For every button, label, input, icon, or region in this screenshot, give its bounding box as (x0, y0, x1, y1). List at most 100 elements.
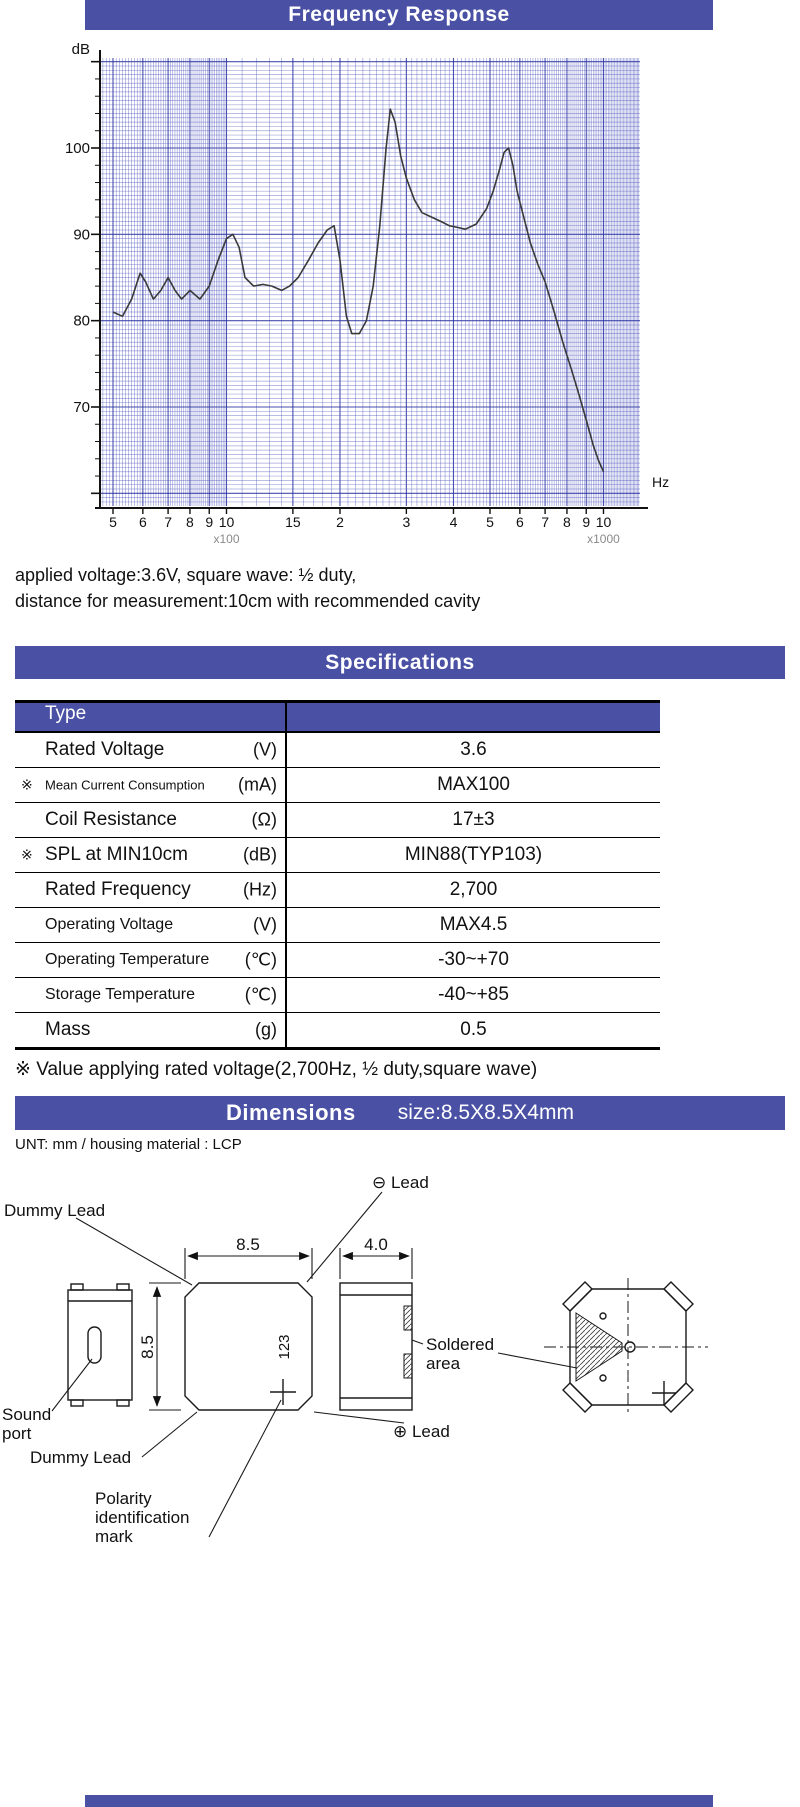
spec-param-cell: ※ SPL at MIN10cm (dB) (15, 838, 287, 872)
spec-param-value: 17±3 (452, 809, 495, 830)
y-tick-label: 90 (73, 226, 90, 243)
spec-param-unit: (mA) (238, 774, 277, 795)
spec-param-name: Storage Temperature (45, 986, 196, 1003)
dimensions-header: Dimensions size:8.5X8.5X4mm (15, 1096, 785, 1130)
frequency-response-curve (112, 108, 605, 473)
specifications-table: Type Rated Voltage (V) 3.6 ※ Mean Current Co… (15, 700, 660, 1050)
chart-grid (100, 58, 640, 506)
part-marking: 123 (276, 1334, 293, 1359)
dummy-lead-bottom-label: Dummy Lead (30, 1448, 131, 1467)
x-tick-label: 2 (336, 514, 344, 530)
spec-param-name: Mass (45, 1019, 91, 1040)
spec-type-header: Type (45, 703, 87, 724)
dimension-lines (149, 1248, 413, 1411)
test-conditions: applied voltage:3.6V, square wave: ½ dut… (15, 562, 480, 614)
x-tick-label: 9 (205, 514, 213, 530)
x-tick-label: 7 (541, 514, 549, 530)
spec-param-name: Rated Frequency (45, 879, 191, 900)
dimensions-note: UNT: mm / housing material : LCP (15, 1136, 242, 1153)
spec-param-cell: Operating Voltage (V) (15, 908, 287, 942)
spec-row: Mass (g) 0.5 (15, 1013, 660, 1047)
minus-lead-label: ⊖ Lead (372, 1173, 429, 1192)
spec-footnote: ※ Value applying rated voltage(2,700Hz, … (15, 1059, 538, 1080)
spec-table-header-row: Type (15, 703, 660, 733)
spec-param-cell: Operating Temperature (℃) (15, 943, 287, 977)
next-section-header (85, 1795, 713, 1807)
spec-param-cell: Coil Resistance (Ω) (15, 803, 287, 837)
bottom-view (544, 1278, 708, 1416)
x-tick-label: 15 (285, 514, 301, 530)
polarity-label-2: identification (95, 1508, 190, 1527)
spec-row: ※ SPL at MIN10cm (dB) MIN88(TYP103) (15, 838, 660, 873)
sound-port-shape (87, 1326, 102, 1364)
x-tick-label: 9 (582, 514, 590, 530)
spec-footnote-mark: ※ (21, 776, 33, 793)
frequency-response-title: Frequency Response (288, 3, 510, 26)
spec-param-name: Operating Temperature (45, 951, 210, 968)
plus-lead-label: ⊕ Lead (393, 1422, 450, 1441)
x-tick-label: 8 (563, 514, 571, 530)
polarity-mark-cross-bottom (652, 1381, 676, 1405)
x-tick-label: 5 (486, 514, 494, 530)
spec-param-name: Coil Resistance (45, 809, 177, 830)
spec-header-value-cell (287, 703, 660, 731)
spec-param-unit: (℃) (244, 984, 277, 1005)
dimensions-title: Dimensions (226, 1100, 356, 1125)
polarity-label-1: Polarity (95, 1489, 152, 1508)
spec-param-value: 0.5 (460, 1019, 487, 1040)
sound-port-label-1: Sound (2, 1405, 51, 1424)
spec-row: Operating Temperature (℃) -30~+70 (15, 943, 660, 978)
top-view-outline (184, 1282, 313, 1411)
x100-multiplier-label: x100 (213, 532, 239, 546)
side-view-front (67, 1283, 133, 1407)
spec-row: ※ Mean Current Consumption (mA) MAX100 (15, 768, 660, 803)
spec-row: Storage Temperature (℃) -40~+85 (15, 978, 660, 1013)
frequency-response-header: Frequency Response (85, 0, 713, 30)
spec-param-cell: Mass (g) (15, 1013, 287, 1047)
spec-param-name: Rated Voltage (45, 739, 165, 760)
dim-4-0-depth: 4.0 (364, 1235, 388, 1254)
spec-param-unit: (dB) (242, 844, 277, 865)
spec-param-value: 2,700 (449, 879, 498, 900)
polarity-mark-cross (270, 1379, 296, 1405)
y-tick-label: 70 (73, 399, 90, 416)
x-tick-label: 6 (516, 514, 524, 530)
spec-param-unit: (Hz) (243, 879, 277, 900)
spec-param-name: SPL at MIN10cm (45, 844, 188, 865)
spec-rows-container: Rated Voltage (V) 3.6 ※ Mean Current Consump… (15, 733, 660, 1047)
y-tick-label: 80 (73, 313, 90, 330)
x-tick-label: 6 (139, 514, 147, 530)
x-tick-label: 4 (450, 514, 458, 530)
x1000-multiplier-label: x1000 (587, 532, 620, 546)
dimensions-size: size:8.5X8.5X4mm (397, 1101, 574, 1124)
drawing-lines (67, 1278, 708, 1416)
spec-param-cell: ※ Mean Current Consumption (mA) (15, 768, 287, 802)
soldered-area-label-2: area (426, 1354, 461, 1373)
x-axis-label: Hz (652, 474, 669, 490)
spec-param-unit: (℃) (244, 949, 277, 970)
spec-param-cell: Rated Frequency (Hz) (15, 873, 287, 907)
y-tick-label: 100 (65, 140, 90, 157)
polarity-label-3: mark (95, 1527, 133, 1546)
spec-row: Operating Voltage (V) MAX4.5 (15, 908, 660, 943)
x-tick-label: 10 (596, 514, 612, 530)
leader-lines (51, 1191, 578, 1538)
spec-param-value: -40~+85 (438, 984, 509, 1005)
condition-line-2: distance for measurement:10cm with recom… (15, 591, 481, 611)
x-tick-label: 5 (109, 514, 117, 530)
soldered-area-shape (575, 1312, 623, 1382)
x-tick-label: 8 (186, 514, 194, 530)
spec-param-name: Mean Current Consumption (45, 777, 205, 793)
x-tick-label: 10 (219, 514, 235, 530)
spec-param-cell: Rated Voltage (V) (15, 733, 287, 767)
spec-param-cell: Storage Temperature (℃) (15, 978, 287, 1012)
spec-param-value: 3.6 (460, 739, 487, 760)
specifications-title: Specifications (325, 650, 475, 674)
spec-param-value: -30~+70 (438, 949, 509, 970)
x-tick-label: 3 (402, 514, 410, 530)
specifications-header: Specifications (15, 646, 785, 679)
spec-param-unit: (Ω) (251, 809, 277, 830)
